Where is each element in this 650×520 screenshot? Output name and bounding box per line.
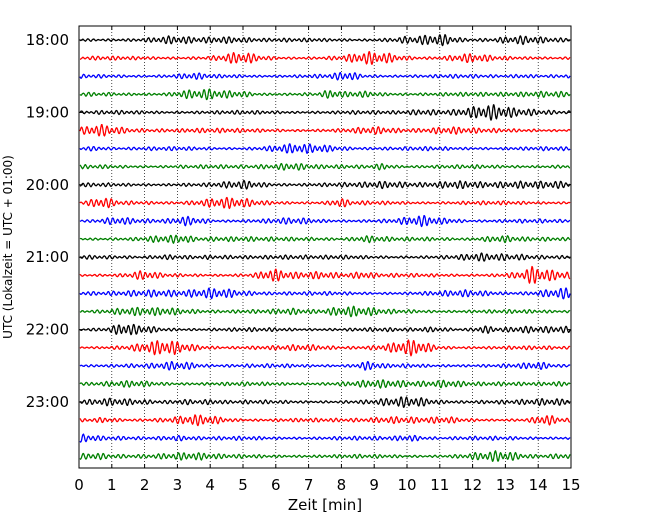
x-tick-label: 4: [205, 476, 215, 494]
traces: [79, 34, 571, 462]
y-tick-label: 23:00: [26, 393, 69, 411]
trace-1845: [79, 88, 571, 101]
x-tick-label: 2: [140, 476, 150, 494]
trace-2330: [79, 433, 571, 443]
trace-1900: [79, 104, 571, 121]
x-tick-label: 15: [561, 476, 580, 494]
trace-1915: [79, 124, 571, 137]
trace-1830: [79, 71, 571, 81]
trace-2145: [79, 305, 571, 318]
x-tick-label: 10: [397, 476, 416, 494]
trace-2230: [79, 361, 571, 371]
x-tick-label: 12: [463, 476, 482, 494]
plot-frame: [78, 25, 572, 469]
trace-1800: [79, 34, 571, 47]
y-axis: 18:00 19:00 20:00 21:00 22:00 23:00: [26, 31, 571, 411]
y-tick-label: 18:00: [26, 31, 69, 49]
x-tick-label: 13: [496, 476, 515, 494]
x-axis-label: Zeit [min]: [288, 496, 362, 514]
y-axis-label: UTC (Lokalzeit = UTC + 01:00): [1, 155, 15, 339]
trace-2045: [79, 234, 571, 244]
x-tick-label: 11: [430, 476, 449, 494]
x-tick-label: 9: [369, 476, 379, 494]
trace-2130: [79, 287, 571, 300]
trace-2000: [79, 179, 571, 190]
trace-2300: [79, 396, 571, 408]
x-tick-label: 6: [271, 476, 281, 494]
x-tick-label: 8: [337, 476, 347, 494]
trace-2115: [79, 265, 571, 284]
x-tick-label: 5: [238, 476, 248, 494]
trace-1945: [79, 162, 571, 171]
x-tick-label: 7: [304, 476, 314, 494]
x-tick-label: 3: [173, 476, 183, 494]
x-tick-label: 14: [529, 476, 548, 494]
trace-2345: [79, 450, 571, 462]
y-tick-label: 22:00: [26, 321, 69, 339]
trace-2315: [79, 414, 571, 427]
trace-2245: [79, 379, 571, 389]
x-tick-label: 1: [107, 476, 117, 494]
trace-1930: [79, 143, 571, 154]
y-tick-label: 21:00: [26, 248, 69, 266]
y-tick-label: 19:00: [26, 103, 69, 121]
x-tick-label: 0: [74, 476, 84, 494]
trace-2215: [79, 339, 571, 357]
trace-2015: [79, 196, 571, 210]
trace-2030: [79, 215, 571, 228]
trace-2100: [79, 252, 571, 262]
trace-1815: [79, 51, 571, 65]
y-tick-label: 20:00: [26, 176, 69, 194]
trace-2200: [79, 323, 571, 336]
x-axis: 0 1 2 3 4 5 6 7 8 9 10 11 12 13 14 15: [74, 26, 581, 494]
